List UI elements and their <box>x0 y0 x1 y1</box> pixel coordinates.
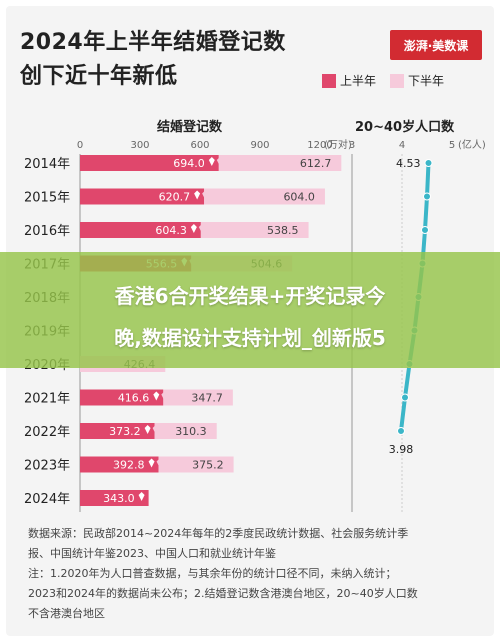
legend-swatch-h1 <box>322 73 336 88</box>
bar-h1 <box>80 423 155 439</box>
category-label: 2024年 <box>24 492 70 507</box>
bar-h2 <box>163 389 233 406</box>
heart-icon <box>138 492 145 501</box>
bar-h1-label: 373.2 <box>109 425 141 438</box>
legend-label-h2: 下半年 <box>408 74 445 88</box>
heart-icon <box>153 391 160 401</box>
heart-icon <box>208 157 215 166</box>
heart-icon <box>156 458 163 468</box>
line-point <box>397 427 405 435</box>
bar-h1 <box>80 490 149 506</box>
overlay-text-line1: 香港6合开奖结果+开奖记录今 <box>114 284 386 308</box>
bar-h1-label: 343.0 <box>103 492 135 505</box>
heart-icon <box>152 425 159 434</box>
x-tick-label: 0 <box>77 140 83 151</box>
page-subtitle: 创下近十年新低 <box>20 64 178 89</box>
line-point <box>424 159 433 167</box>
heart-icon <box>161 391 168 401</box>
bar-h1 <box>80 456 159 473</box>
line-point <box>401 393 409 402</box>
x-tick-label: 300 <box>130 140 149 151</box>
brand-logo: 澎湃·美数课 <box>390 30 482 60</box>
line-x-tick-label: 4 <box>399 140 405 151</box>
bar-h1 <box>80 188 205 205</box>
bar-h1 <box>80 155 219 171</box>
notes: 数据来源：民政部2014~2024年每年的2季度民政统计数据、社会服务统计季 报… <box>28 524 468 624</box>
note-line: 不含港澳台地区 <box>28 607 105 620</box>
heart-icon <box>216 157 223 166</box>
line-label-last: 3.98 <box>389 443 414 456</box>
heart-icon <box>148 458 155 468</box>
bar-h1 <box>80 389 164 406</box>
line-x-tick-label: 3 <box>349 140 355 151</box>
line-label-first: 4.53 <box>396 157 421 170</box>
note-line: 注：1.2020年为人口普查数据，与其余年份的统计口径不同，未纳入统计； <box>28 567 397 580</box>
bar-h2 <box>204 188 325 205</box>
category-label: 2016年 <box>24 224 70 239</box>
line-point <box>423 192 431 201</box>
legend: 上半年 下半年 <box>322 72 444 89</box>
bar-h1-label: 604.3 <box>155 224 187 237</box>
note-line: 2023和2024年的数据尚未公布；2.结婚登记数含港澳台地区，20~40岁人口… <box>28 587 418 600</box>
bar-h2-label: 538.5 <box>267 224 299 237</box>
line-unit-label: (亿人) <box>458 138 486 151</box>
bar-h2 <box>218 155 342 171</box>
bar-h2-label: 375.2 <box>192 459 224 472</box>
bar-h2-label: 347.7 <box>191 392 223 405</box>
category-label: 2021年 <box>24 392 70 407</box>
overlay-banner <box>0 252 500 368</box>
legend-swatch-h2 <box>390 73 405 88</box>
bar-h2 <box>154 423 217 439</box>
heart-icon <box>144 425 151 434</box>
x-unit-label: (万对) <box>324 138 352 151</box>
bar-h2-label: 604.0 <box>283 191 315 204</box>
legend-item-h1: 上半年 <box>322 72 376 89</box>
legend-label-h1: 上半年 <box>340 74 377 88</box>
heart-icon <box>202 190 209 200</box>
bar-h1-label: 694.0 <box>173 157 205 170</box>
legend-item-h2: 下半年 <box>390 72 444 89</box>
line-x-tick-label: 5 <box>449 140 455 151</box>
note-line: 数据来源：民政部2014~2024年每年的2季度民政统计数据、社会服务统计季 <box>28 527 409 540</box>
bar-h2 <box>158 456 234 473</box>
x-tick-label: 1200 <box>307 140 332 151</box>
line-point <box>421 226 429 234</box>
bar-h2 <box>200 222 309 238</box>
bar-chart-title: 结婚登记数 <box>157 120 223 135</box>
category-label: 2023年 <box>24 459 70 474</box>
category-label: 2015年 <box>24 191 70 206</box>
heart-icon <box>194 190 201 200</box>
line-chart-title: 20~40岁人口数 <box>355 120 455 135</box>
bar-h1-label: 620.7 <box>159 191 191 204</box>
overlay-text-line2: 晚,数据设计支持计划_创新版5 <box>114 326 386 350</box>
heart-icon <box>190 224 197 233</box>
bar-h2-label: 310.3 <box>175 425 207 438</box>
heart-icon <box>198 224 205 233</box>
category-label: 2022年 <box>24 425 70 440</box>
page-title: 2024年上半年结婚登记数 <box>20 30 286 55</box>
bar-h1 <box>80 222 201 238</box>
bar-h1-label: 392.8 <box>113 459 145 472</box>
x-tick-label: 600 <box>190 140 209 151</box>
bar-h1-label: 416.6 <box>118 392 150 405</box>
x-tick-label: 900 <box>250 140 269 151</box>
category-label: 2014年 <box>24 157 70 172</box>
note-line: 报、中国统计年鉴2023、中国人口和就业统计年鉴 <box>28 547 276 560</box>
bar-h2-label: 612.7 <box>300 157 332 170</box>
